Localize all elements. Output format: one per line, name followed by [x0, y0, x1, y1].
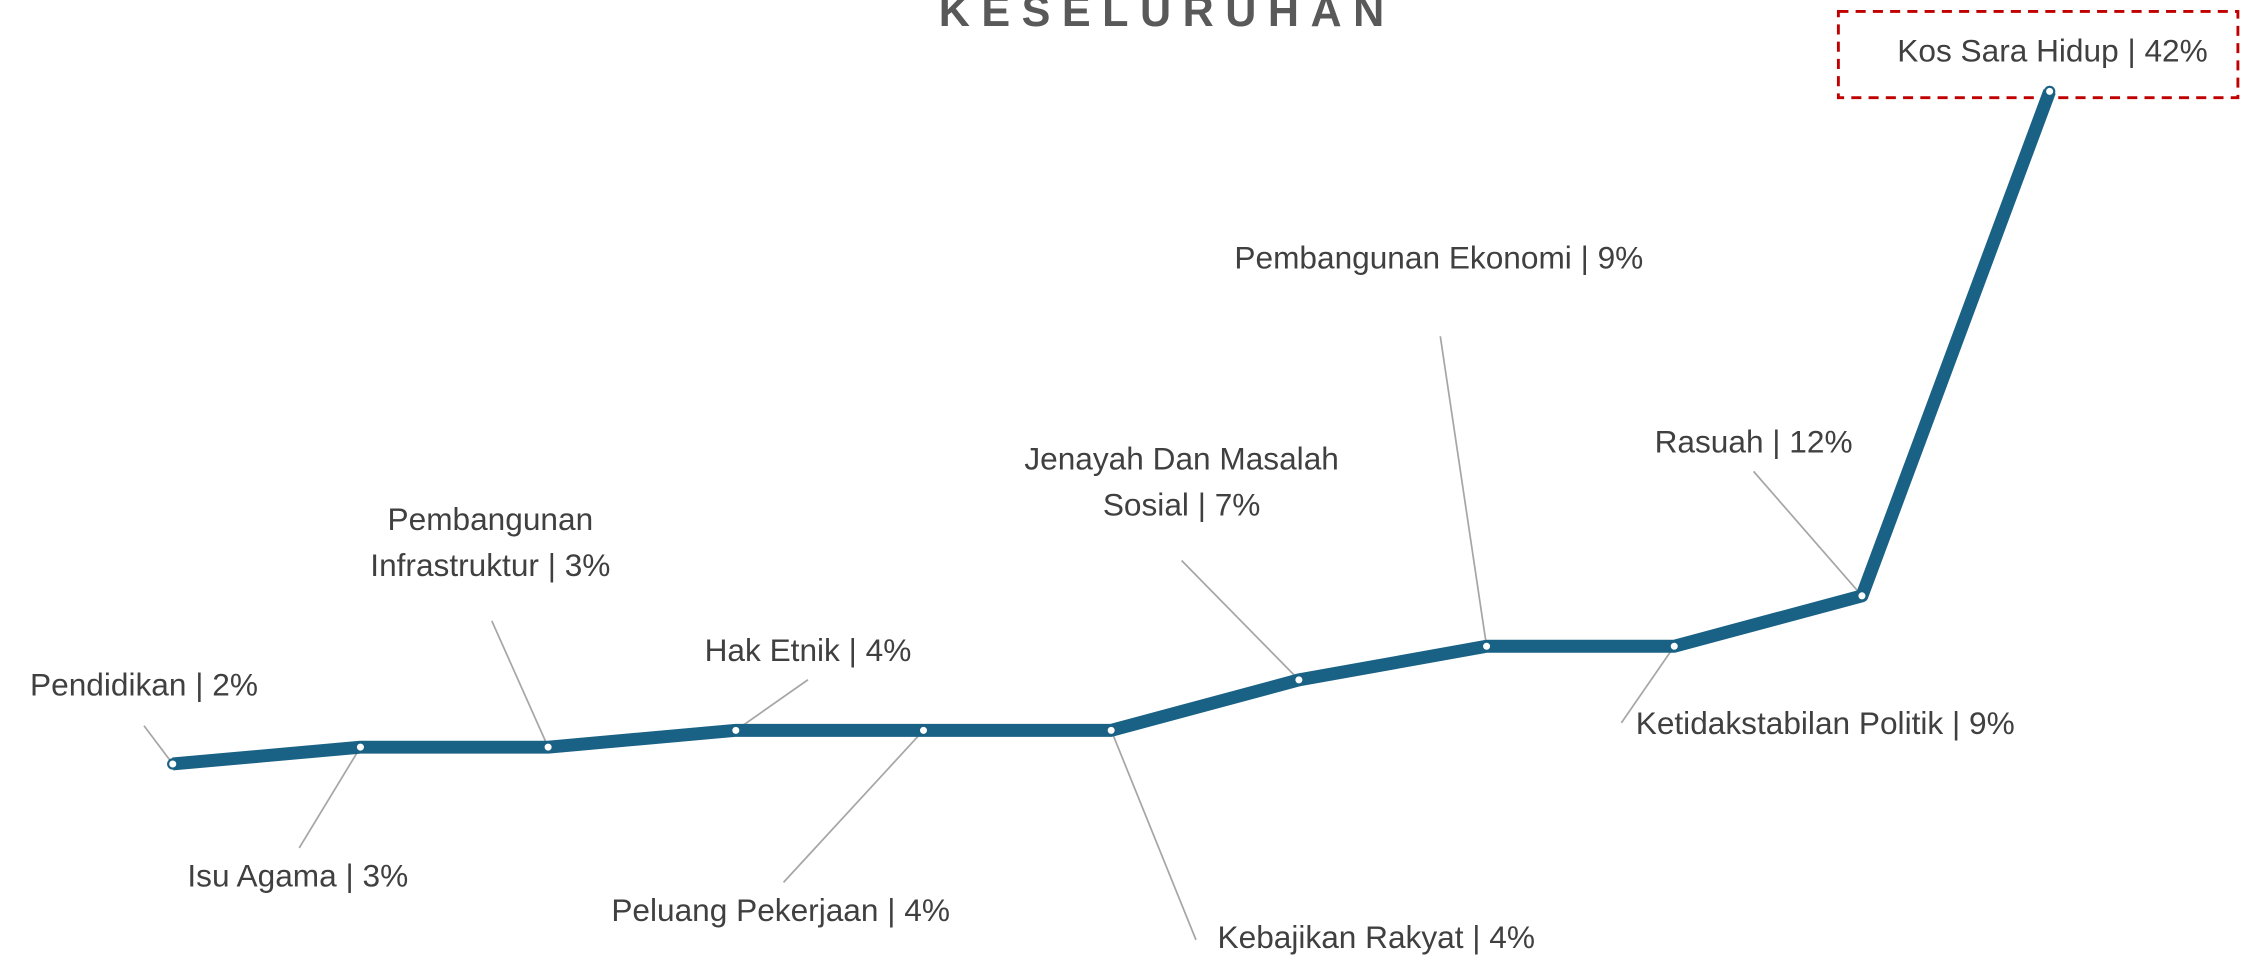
- point-marker: [167, 758, 179, 770]
- leader-line: [491, 620, 549, 748]
- point-marker: [730, 724, 742, 737]
- leader-line: [1620, 645, 1675, 724]
- point-marker: [2043, 85, 2056, 98]
- data-label: Pembangunan Ekonomi | 9%: [1234, 239, 1643, 275]
- leader-line: [143, 725, 174, 765]
- point-marker: [1105, 724, 1117, 737]
- point-marker: [1856, 590, 1868, 602]
- leader-line: [1752, 470, 1863, 597]
- point-marker: [1480, 640, 1493, 652]
- point-marker: [917, 724, 930, 737]
- data-label: Kos Sara Hidup | 42%: [1897, 33, 2207, 69]
- leader-line: [735, 679, 809, 732]
- point-marker: [542, 741, 554, 753]
- highlight-box: [1836, 10, 2240, 100]
- leader-line: [782, 729, 925, 883]
- leader-line: [298, 746, 362, 849]
- data-label: Ketidakstabilan Politik | 9%: [1636, 705, 2015, 741]
- data-label: Isu Agama | 3%: [187, 857, 408, 893]
- data-label: Infrastruktur | 3%: [370, 547, 610, 583]
- chart-title: KESELURUHAN: [939, 0, 1396, 36]
- data-label: Pembangunan: [388, 501, 594, 537]
- data-label: Peluang Pekerjaan | 4%: [611, 892, 950, 928]
- data-label: Sosial | 7%: [1103, 487, 1261, 523]
- point-marker: [1293, 674, 1305, 686]
- data-label: Hak Etnik | 4%: [705, 632, 912, 668]
- point-marker: [1668, 640, 1680, 652]
- point-marker: [354, 741, 367, 753]
- data-label: Jenayah Dan Masalah: [1024, 441, 1339, 477]
- data-label: Kebajikan Rakyat | 4%: [1218, 919, 1535, 955]
- leader-line: [1180, 559, 1300, 681]
- data-label: Rasuah | 12%: [1655, 423, 1853, 459]
- data-label: Pendidikan | 2%: [30, 666, 258, 702]
- leader-line: [1439, 336, 1488, 647]
- leader-line: [1110, 730, 1197, 941]
